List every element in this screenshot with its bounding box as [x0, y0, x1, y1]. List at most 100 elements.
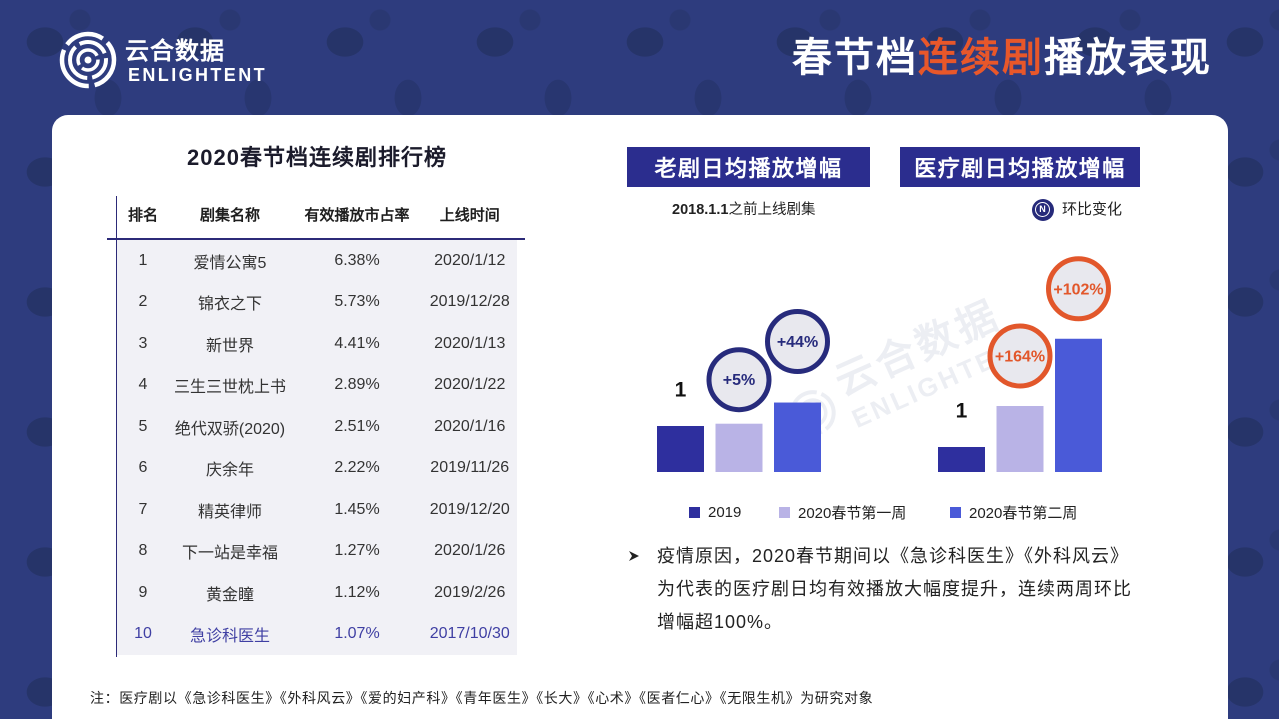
legend-swatch [950, 506, 961, 518]
title-cell: 三生三世枕上书 [173, 379, 286, 397]
legend-item-week2: 2020春节第二周 [950, 503, 1078, 522]
rank-cell: 2 [138, 293, 148, 311]
growth-bar-chart: 1 1 +5% +164% +44% +102% [657, 256, 1111, 472]
share-cell: 1.27% [334, 542, 380, 560]
legend-swatch [779, 506, 790, 518]
badge-label: +164% [995, 349, 1045, 366]
bar-2019-old-drama [657, 426, 704, 472]
table-row: 1 爱情公寓5 6.38% 2020/1/12 [117, 240, 517, 282]
title-cell: 急诊科医生 [189, 628, 270, 646]
rank-cell: 9 [138, 583, 148, 601]
rank-cell: 10 [134, 625, 152, 643]
header-share: 有效播放市占率 [304, 206, 410, 224]
table-body: 1 爱情公寓5 6.38% 2020/1/12 2 锦衣之下 5.73% 2019/12/28… [117, 240, 517, 655]
title-part-1: 春节档 [792, 36, 918, 80]
rank-cell: 4 [138, 376, 148, 394]
n-circle-icon: N [1032, 199, 1054, 221]
title-cell: 绝代双骄(2020) [174, 420, 286, 438]
footnote: 注：医疗剧以《急诊科医生》《外科风云》《爱的妇产科》《青年医生》《长大》《心术》… [90, 690, 874, 706]
brand-subname: ENLIGHTENT [128, 65, 267, 85]
date-cell: 2019/12/20 [429, 500, 510, 518]
category-label-old-drama: 老剧日均播放增幅 [627, 147, 870, 187]
page-title: 春节档连续剧播放表现 [792, 33, 1212, 83]
date-cell: 2020/1/12 [434, 251, 506, 269]
change-badge-week1-medical-drama: +164% [987, 323, 1053, 389]
share-cell: 2.51% [334, 417, 380, 435]
table-row: 10 急诊科医生 1.07% 2017/10/30 [117, 614, 517, 656]
change-badge-week2-medical-drama: +102% [1046, 256, 1111, 322]
legend-label: 2019 [708, 503, 742, 521]
table-row: 6 庆余年 2.22% 2019/11/26 [117, 448, 517, 490]
category-note-text: 之前上线剧集 [728, 202, 816, 218]
category-label-medical-drama: 医疗剧日均播放增幅 [900, 147, 1140, 187]
ranking-table: 排名 剧集名称 有效播放市占率 上线时间 1 爱情公寓5 6.38% 2020/1/1… [116, 196, 518, 657]
share-cell: 1.07% [334, 625, 380, 643]
table-row: 2 锦衣之下 5.73% 2019/12/28 [117, 282, 517, 324]
table-row: 5 绝代双骄(2020) 2.51% 2020/1/16 [117, 406, 517, 448]
table-row: 3 新世界 4.41% 2020/1/13 [117, 323, 517, 365]
category-note-date: 2018.1.1 [672, 202, 729, 218]
ring-logo-icon [59, 31, 117, 89]
header-date: 上线时间 [439, 206, 500, 224]
table-row: 4 三生三世枕上书 2.89% 2020/1/22 [117, 365, 517, 407]
title-cell: 庆余年 [205, 462, 254, 480]
commentary-line: 为代表的医疗剧日均有效播放大幅度提升，连续两周环比 [657, 579, 1132, 599]
category-note: 2018.1.1之前上线剧集 [672, 200, 815, 220]
header-divider [107, 238, 525, 240]
share-cell: 2.89% [334, 376, 380, 394]
bar-week2-old-drama [774, 402, 821, 472]
ranking-title: 2020春节档连续剧排行榜 [187, 145, 447, 170]
title-cell: 锦衣之下 [197, 296, 262, 314]
rank-cell: 7 [138, 500, 148, 518]
legend-label: 2020春节第一周 [798, 504, 907, 522]
title-cell: 爱情公寓5 [193, 254, 267, 272]
commentary-line: 增幅超100%。 [657, 612, 784, 632]
n-letter: N [1035, 202, 1050, 217]
bar-2019-medical-drama [938, 447, 985, 472]
brand-name: 云合数据 [125, 38, 225, 65]
table-header: 排名 剧集名称 有效播放市占率 上线时间 [117, 196, 517, 232]
date-cell: 2019/2/26 [434, 583, 506, 601]
bar-week2-medical-drama [1055, 338, 1102, 472]
table-row: 8 下一站是幸福 1.27% 2020/1/26 [117, 531, 517, 573]
date-cell: 2020/1/13 [434, 334, 506, 352]
date-cell: 2020/1/26 [434, 542, 506, 560]
share-cell: 6.38% [334, 251, 380, 269]
bar-week1-old-drama [715, 423, 763, 472]
change-badge-week1-old-drama: +5% [706, 347, 772, 413]
share-cell: 5.73% [334, 293, 380, 311]
header-rank: 排名 [127, 206, 158, 224]
title-cell: 精英律师 [197, 503, 262, 521]
badge-circle [1046, 256, 1111, 322]
date-cell: 2019/12/28 [429, 293, 510, 311]
share-cell: 4.41% [334, 334, 380, 352]
commentary-text: 疫情原因，2020春节期间以《急诊科医生》《外科风云》 为代表的医疗剧日均有效播… [657, 540, 1132, 639]
title-cell: 新世界 [205, 337, 254, 355]
title-cell: 下一站是幸福 [181, 545, 278, 563]
share-cell: 2.22% [334, 459, 380, 477]
header-title: 剧集名称 [199, 206, 260, 224]
bar-week1-medical-drama [996, 406, 1044, 472]
arrowhead-icon [629, 551, 639, 561]
badge-key-label: 环比变化 [1062, 201, 1123, 218]
table-row: 7 精英律师 1.45% 2019/12/20 [117, 489, 517, 531]
rank-cell: 1 [138, 251, 148, 269]
rank-cell: 8 [138, 542, 148, 560]
badge-label: +5% [723, 372, 755, 389]
table-row: 9 黄金瞳 1.12% 2019/2/26 [117, 572, 517, 614]
legend-item-2019: 2019 [689, 503, 741, 521]
legend-label: 2020春节第二周 [969, 504, 1078, 522]
change-badge-week2-old-drama: +44% [765, 309, 830, 375]
badge-circle [706, 347, 772, 413]
share-cell: 1.45% [334, 500, 380, 518]
badge-label: +102% [1053, 281, 1103, 298]
data-label-base: 1 [956, 400, 968, 423]
badge-circle [765, 309, 830, 375]
rank-cell: 6 [138, 459, 148, 477]
date-cell: 2020/1/22 [434, 376, 506, 394]
title-part-2: 播放表现 [1044, 36, 1212, 80]
share-cell: 1.12% [334, 583, 380, 601]
date-cell: 2019/11/26 [430, 459, 510, 477]
title-highlight: 连续剧 [918, 36, 1044, 80]
date-cell: 2020/1/16 [434, 417, 506, 435]
